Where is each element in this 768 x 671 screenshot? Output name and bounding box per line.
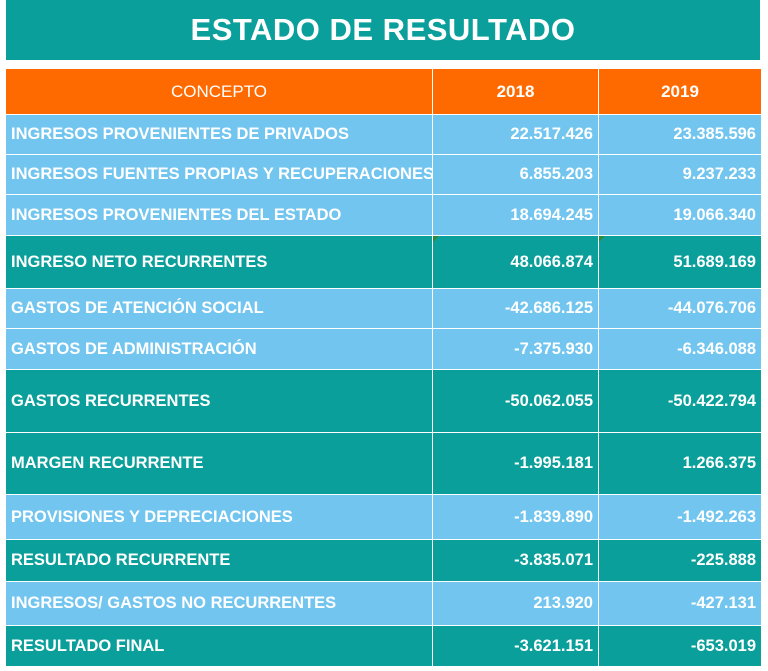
value-2019: -44.076.706 <box>598 288 762 329</box>
value-2019: 51.689.169 <box>598 235 762 289</box>
column-header-2018: 2018 <box>432 68 599 115</box>
value-2018: -3.621.151 <box>432 625 599 667</box>
page-title: ESTADO DE RESULTADO <box>6 0 760 60</box>
table-header-row: CONCEPTO 2018 2019 <box>5 68 762 115</box>
column-header-concept: CONCEPTO <box>5 68 433 115</box>
row-label: INGRESOS PROVENIENTES DE PRIVADOS <box>5 114 433 155</box>
income-statement-table: CONCEPTO 2018 2019 INGRESOS PROVENIENTES… <box>5 68 762 667</box>
row-label: INGRESOS/ GASTOS NO RECURRENTES <box>5 581 433 626</box>
row-label: MARGEN RECURRENTE <box>5 432 433 495</box>
value-2019: 19.066.340 <box>598 194 762 236</box>
row-label: GASTOS DE ADMINISTRACIÓN <box>5 328 433 370</box>
row-label: GASTOS RECURRENTES <box>5 369 433 433</box>
value-2019: -1.492.263 <box>598 494 762 540</box>
table-row: GASTOS DE ATENCIÓN SOCIAL -42.686.125 -4… <box>5 288 762 329</box>
column-header-2019: 2019 <box>598 68 762 115</box>
value-2019: -6.346.088 <box>598 328 762 370</box>
table-row: RESULTADO RECURRENTE -3.835.071 -225.888 <box>5 539 762 582</box>
value-2019: -225.888 <box>598 539 762 582</box>
table-row: GASTOS DE ADMINISTRACIÓN -7.375.930 -6.3… <box>5 328 762 370</box>
value-2018: 6.855.203 <box>432 154 599 195</box>
row-label: GASTOS DE ATENCIÓN SOCIAL <box>5 288 433 329</box>
value-2019: -653.019 <box>598 625 762 667</box>
table-row: MARGEN RECURRENTE -1.995.181 1.266.375 <box>5 432 762 495</box>
row-label: INGRESOS FUENTES PROPIAS Y RECUPERACIONE… <box>5 154 433 195</box>
value-2018: 18.694.245 <box>432 194 599 236</box>
value-2018: 48.066.874 <box>432 235 599 289</box>
value-2018: -1.995.181 <box>432 432 599 495</box>
value-2018: -50.062.055 <box>432 369 599 433</box>
value-2018: -1.839.890 <box>432 494 599 540</box>
table-row: INGRESO NETO RECURRENTES 48.066.874 51.6… <box>5 235 762 289</box>
table-row: INGRESOS PROVENIENTES DEL ESTADO 18.694.… <box>5 194 762 236</box>
value-2018: 213.920 <box>432 581 599 626</box>
row-label: INGRESO NETO RECURRENTES <box>5 235 433 289</box>
value-2018: -42.686.125 <box>432 288 599 329</box>
value-2019: -427.131 <box>598 581 762 626</box>
value-2019: 23.385.596 <box>598 114 762 155</box>
table-row: PROVISIONES Y DEPRECIACIONES -1.839.890 … <box>5 494 762 540</box>
value-2019: 1.266.375 <box>598 432 762 495</box>
row-label: INGRESOS PROVENIENTES DEL ESTADO <box>5 194 433 236</box>
row-label: PROVISIONES Y DEPRECIACIONES <box>5 494 433 540</box>
value-2019: -50.422.794 <box>598 369 762 433</box>
table-row: GASTOS RECURRENTES -50.062.055 -50.422.7… <box>5 369 762 433</box>
value-2018: 22.517.426 <box>432 114 599 155</box>
table-row: INGRESOS PROVENIENTES DE PRIVADOS 22.517… <box>5 114 762 155</box>
table-row: INGRESOS/ GASTOS NO RECURRENTES 213.920 … <box>5 581 762 626</box>
row-label: RESULTADO RECURRENTE <box>5 539 433 582</box>
value-2018: -3.835.071 <box>432 539 599 582</box>
table-row: INGRESOS FUENTES PROPIAS Y RECUPERACIONE… <box>5 154 762 195</box>
table-row: RESULTADO FINAL -3.621.151 -653.019 <box>5 625 762 667</box>
value-2018: -7.375.930 <box>432 328 599 370</box>
value-2019: 9.237.233 <box>598 154 762 195</box>
row-label: RESULTADO FINAL <box>5 625 433 667</box>
